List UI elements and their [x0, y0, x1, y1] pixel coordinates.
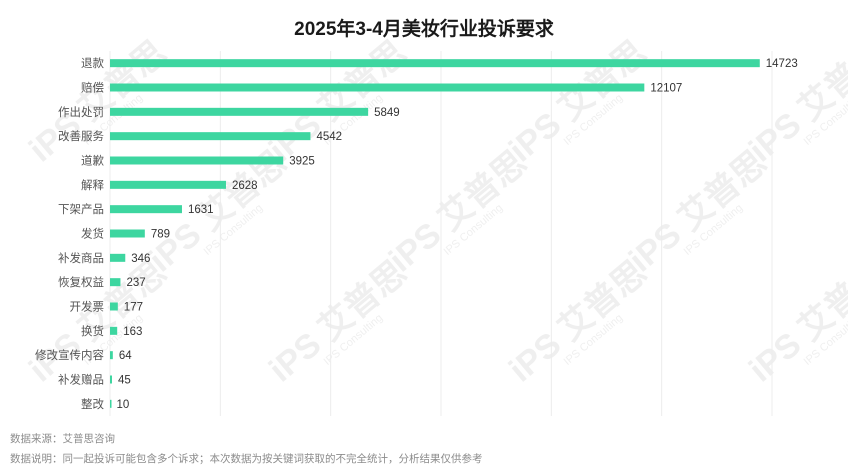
- bar: [110, 399, 112, 408]
- category-label: 道歉: [81, 154, 104, 168]
- watermark-text: iPS 艾普思: [22, 254, 174, 390]
- bar: [110, 59, 760, 68]
- category-label: 补发商品: [58, 251, 104, 265]
- category-label: 恢复权益: [58, 275, 104, 289]
- value-label: 177: [124, 302, 143, 314]
- category-label: 换货: [81, 324, 104, 338]
- bar: [110, 156, 284, 165]
- value-label: 4542: [316, 131, 342, 143]
- value-label: 14723: [766, 58, 798, 70]
- bar: [110, 107, 369, 116]
- bar: [110, 180, 226, 189]
- bar: [110, 375, 112, 384]
- chart-title: 2025年3-4月美妆行业投诉要求: [294, 19, 554, 40]
- watermark-text: iPS 艾普思: [622, 144, 774, 280]
- bar: [110, 302, 118, 311]
- category-label: 赔偿: [81, 81, 104, 95]
- data-note-footnote: 数据说明：同一起投诉可能包含多个诉求；本次数据为按关键词获取的不完全统计，分析结…: [10, 453, 483, 465]
- value-label: 12107: [650, 83, 682, 95]
- bar: [110, 229, 145, 238]
- value-label: 64: [119, 350, 132, 362]
- bar: [110, 351, 113, 360]
- value-label: 3925: [289, 156, 315, 168]
- category-label: 发货: [81, 227, 104, 241]
- category-label: 退款: [81, 56, 104, 70]
- category-label: 开发票: [70, 300, 105, 314]
- category-label: 修改宣传内容: [35, 348, 104, 362]
- bar: [110, 83, 645, 92]
- bar: [110, 205, 182, 214]
- watermark-text: iPS 艾普思: [382, 144, 534, 280]
- category-label: 下架产品: [58, 202, 104, 216]
- category-label: 解释: [81, 178, 104, 192]
- watermark-text: iPS 艾普思: [262, 254, 414, 390]
- value-label: 346: [131, 253, 150, 265]
- source-footnote: 数据来源：艾普思咨询: [10, 433, 115, 445]
- category-label: 作出处罚: [58, 105, 104, 119]
- bar: [110, 278, 121, 287]
- labels: 退款 14723 赔偿 12107 作出处罚 5849 改善服务 4542 道歉 3925 解释 26…: [35, 56, 798, 411]
- value-label: 10: [116, 399, 129, 411]
- watermark-text: iPS 艾普思: [742, 254, 848, 390]
- category-label: 改善服务: [58, 129, 104, 143]
- value-label: 163: [123, 326, 142, 338]
- value-label: 2628: [232, 180, 258, 192]
- bar: [110, 326, 118, 335]
- value-label: 45: [118, 375, 131, 387]
- value-label: 237: [126, 277, 145, 289]
- category-label: 整改: [81, 397, 104, 411]
- watermark-text: iPS 艾普思: [742, 34, 848, 170]
- bar: [110, 253, 126, 262]
- watermark-text: iPS 艾普思: [262, 34, 414, 170]
- watermark-text: iPS 艾普思: [22, 34, 174, 170]
- watermark-text: iPS 艾普思: [502, 254, 654, 390]
- value-label: 789: [151, 229, 170, 241]
- watermark-text: iPS 艾普思: [502, 34, 654, 170]
- category-label: 补发赠品: [58, 373, 104, 387]
- value-label: 5849: [374, 107, 400, 119]
- bar: [110, 132, 311, 141]
- value-label: 1631: [188, 204, 214, 216]
- bars: [110, 59, 760, 408]
